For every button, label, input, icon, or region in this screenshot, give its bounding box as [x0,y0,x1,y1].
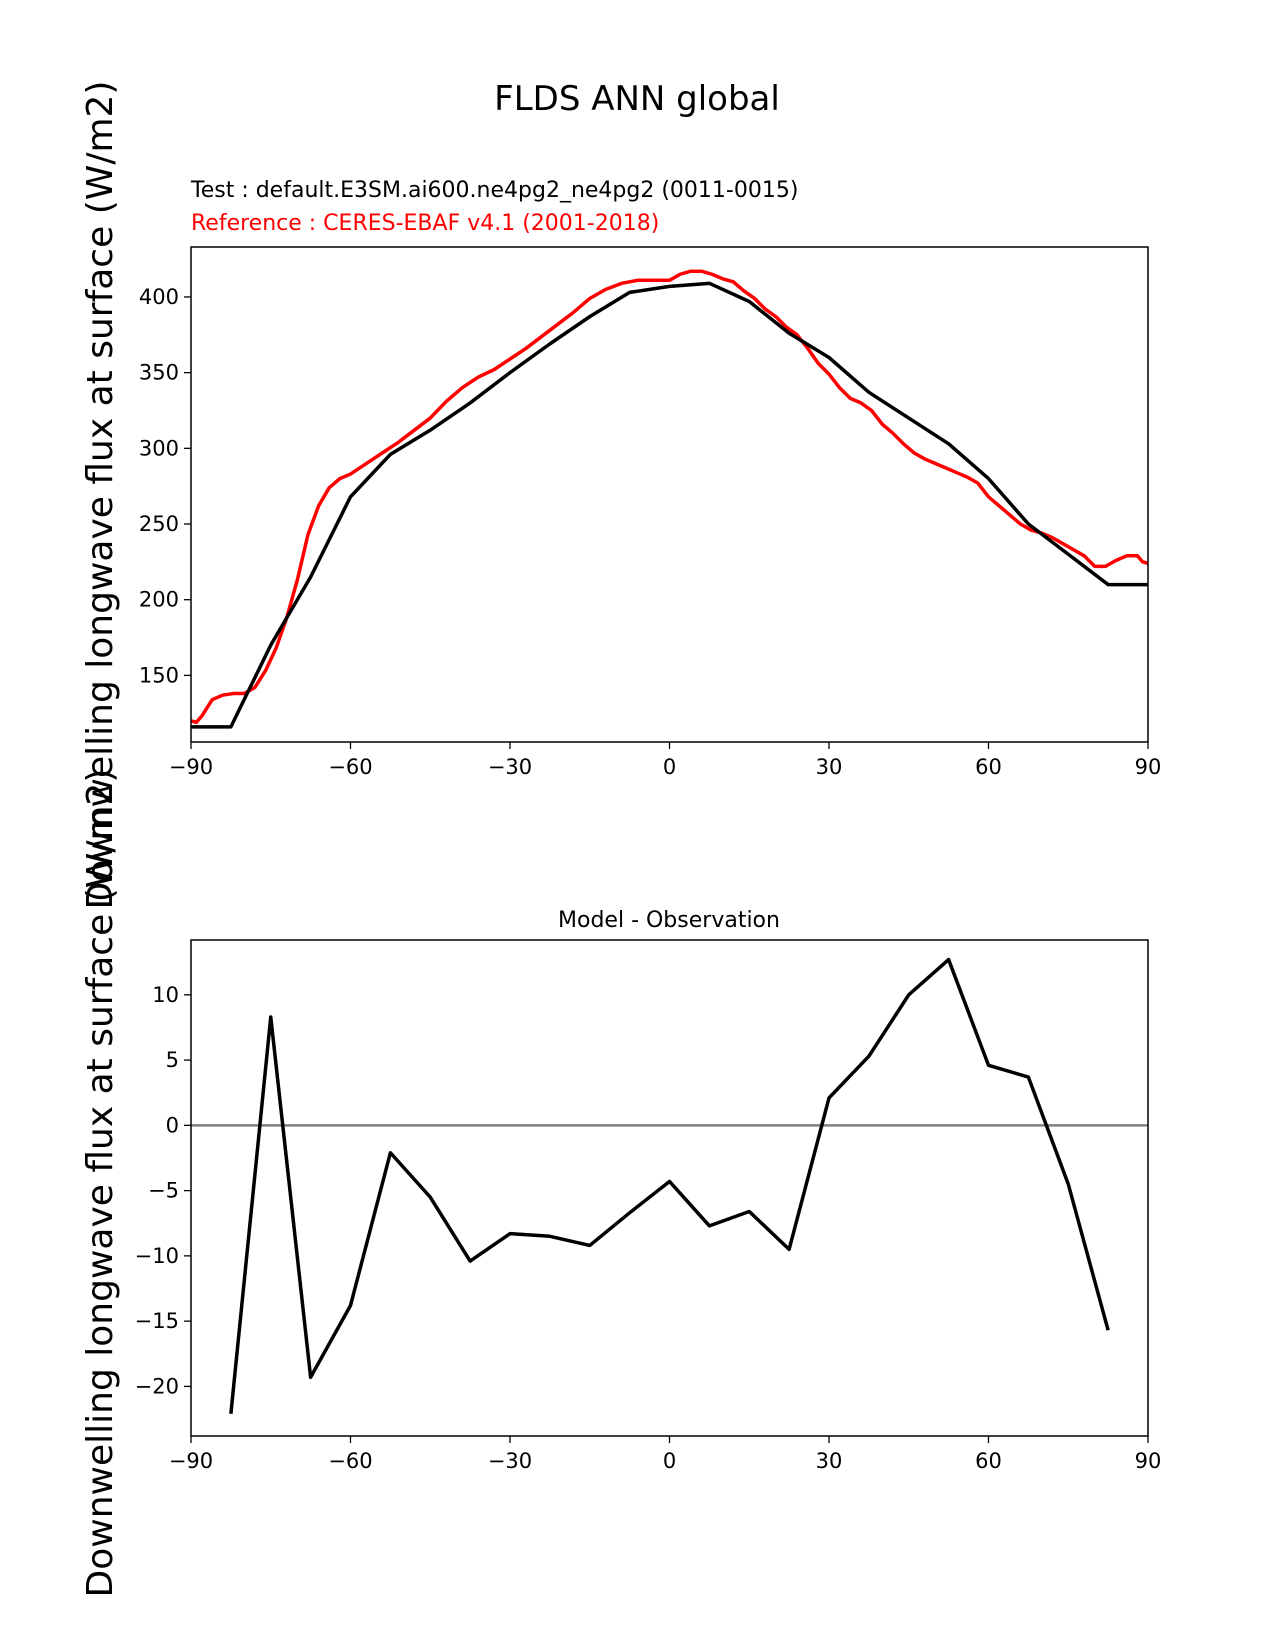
top-panel-plot: −90 −60 −30 0 30 60 90 150 200 250 300 350 400 [139,246,1162,779]
y-tick-label: −15 [135,1309,179,1333]
x-tick-label: −30 [488,1449,532,1473]
y-tick-label: −10 [135,1244,179,1268]
series-line-test [191,281,1148,729]
y-tick-label: 0 [166,1113,179,1137]
y-tick-label: −20 [135,1374,179,1398]
y-tick-label: 150 [139,663,179,687]
x-tick-label: 60 [975,1449,1002,1473]
axes-frame [190,939,1149,1437]
y-tick-label: 350 [139,361,179,385]
difference-panel-ylabel: Downwelling longwave flux at surface (W/… [80,769,121,1598]
x-tick-label: 90 [1135,755,1162,779]
y-tick-label: −5 [148,1179,179,1203]
y-tick-label: 5 [166,1048,179,1072]
top-panel-test-title: Test : default.E3SM.ai600.ne4pg2_ne4pg2 … [190,178,798,203]
axes-frame [190,246,1149,743]
x-tick-label: 0 [663,1449,676,1473]
x-tick-label: −60 [328,1449,372,1473]
x-tick-label: 0 [663,755,676,779]
y-tick-label: 200 [139,588,179,612]
top-panel-ylabel: Downwelling longwave flux at surface (W/… [80,81,121,910]
x-tick-label: −60 [328,755,372,779]
series-line-reference [191,269,1148,725]
y-tick-label: 10 [152,983,179,1007]
y-tick-label: 300 [139,436,179,460]
x-tick-label: 60 [975,755,1002,779]
x-tick-label: −30 [488,755,532,779]
difference-panel-plot: −90 −60 −30 0 30 60 90 −20 −15 −10 −5 0 5 10 [135,939,1162,1473]
series-line-difference [229,957,1110,1414]
y-tick-label: 400 [139,285,179,309]
x-tick-label: 30 [816,755,843,779]
difference-panel-title: Model - Observation [558,908,780,933]
y-tick-label: 250 [139,512,179,536]
x-tick-label: −90 [169,755,213,779]
x-tick-label: −90 [169,1449,213,1473]
x-tick-label: 30 [816,1449,843,1473]
x-tick-label: 90 [1135,1449,1162,1473]
top-panel-reference-title: Reference : CERES-EBAF v4.1 (2001-2018) [191,211,659,236]
figure-suptitle: FLDS ANN global [494,79,780,119]
